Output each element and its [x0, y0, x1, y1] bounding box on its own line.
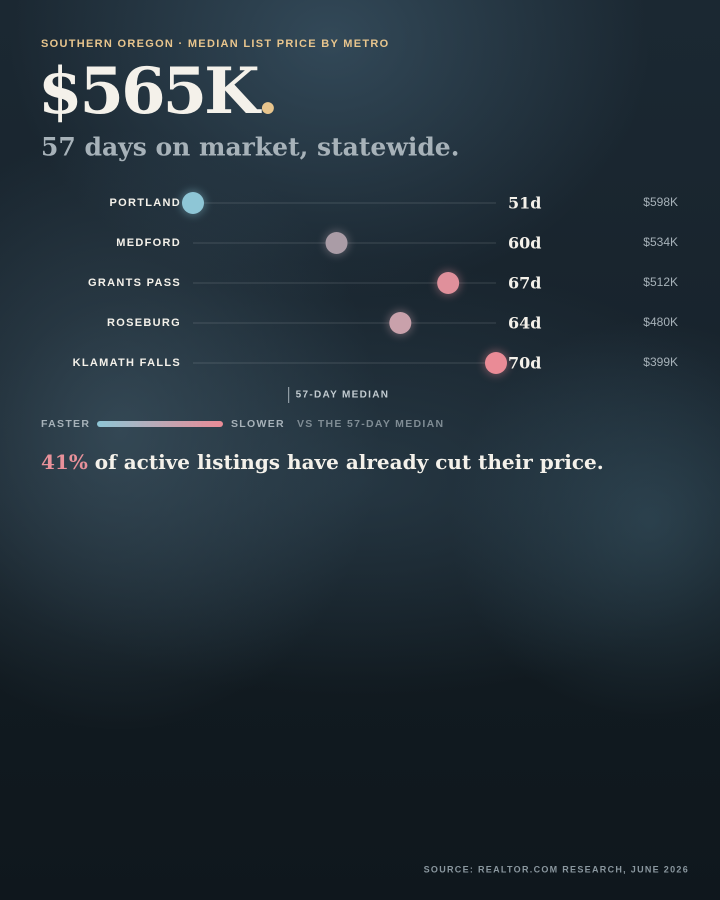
kicker: SOUTHERN OREGON · MEDIAN LIST PRICE BY M… [41, 38, 390, 50]
legend-gradient [97, 421, 223, 427]
row-label: PORTLAND [109, 197, 181, 209]
price-label: $598K [643, 195, 678, 209]
value-label: 70d [508, 354, 541, 373]
subtitle: 57 days on market, statewide. [41, 133, 459, 162]
value-label: 64d [508, 314, 541, 333]
dot [325, 232, 348, 254]
legend-note: VS THE 57-DAY MEDIAN [297, 418, 444, 430]
value-label: 51d [508, 194, 541, 213]
row-label: GRANTS PASS [88, 277, 181, 289]
value-label: 67d [508, 274, 541, 293]
row-label: KLAMATH FALLS [73, 357, 181, 369]
price-label: $512K [643, 275, 678, 289]
row-label: ROSEBURG [107, 317, 181, 329]
dot [389, 312, 412, 334]
dot-chart: PORTLAND 51d $598K MEDFORD 60d $534K GRANTS PA… [41, 190, 678, 430]
median-label: 57-DAY MEDIAN [296, 390, 390, 401]
dot [485, 352, 507, 374]
source: SOURCE: REALTOR.COM RESEARCH, JUNE 2026 [424, 864, 689, 874]
dot [182, 192, 204, 214]
headline: $565K. [38, 54, 276, 129]
stat-highlight: 41% [41, 450, 88, 474]
dot [437, 272, 460, 294]
price-label: $534K [643, 235, 678, 249]
value-label: 60d [508, 234, 541, 253]
price-label: $480K [643, 315, 678, 329]
legend-low: FASTER [41, 418, 90, 430]
row-label: MEDFORD [116, 237, 181, 249]
stat-text: of active listings have already cut thei… [88, 450, 604, 474]
stat-line: 41% of active listings have already cut … [41, 450, 604, 474]
price-label: $399K [643, 355, 678, 369]
legend-high: SLOWER [231, 418, 285, 430]
